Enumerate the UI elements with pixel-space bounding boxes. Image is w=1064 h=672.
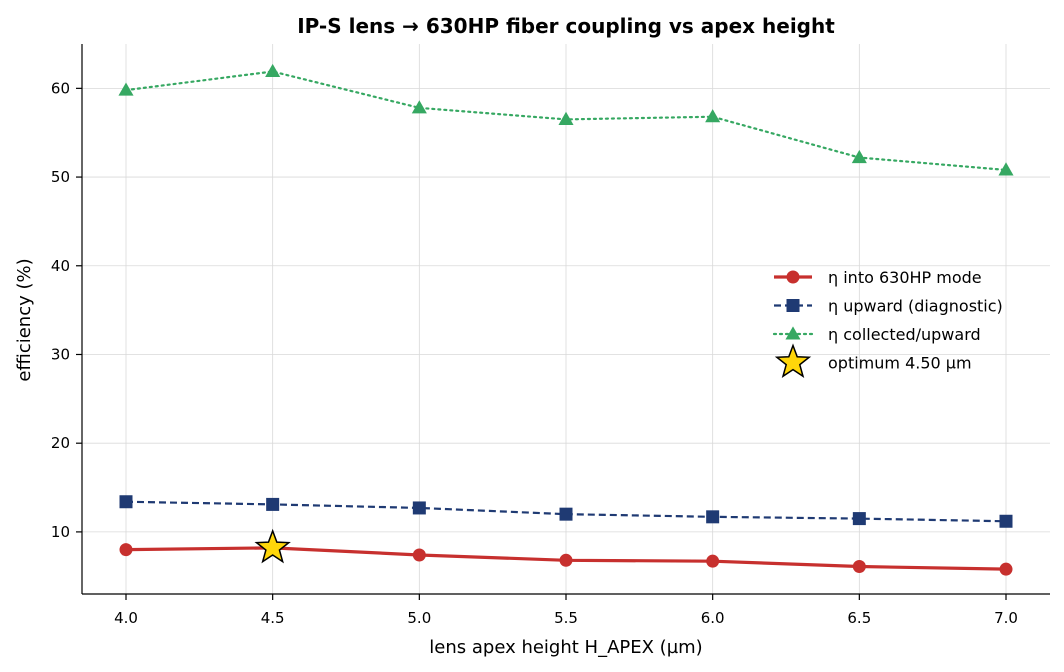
series-layer <box>118 63 1014 576</box>
x-tick-label: 4.5 <box>261 609 285 627</box>
chart-title: IP-S lens → 630HP fiber coupling vs apex… <box>297 14 835 38</box>
series-3-point <box>558 111 574 125</box>
series-1-point <box>852 560 866 573</box>
x-tick-label: 4.0 <box>114 609 138 627</box>
series-3-point <box>998 162 1014 176</box>
series-1-point <box>412 548 426 562</box>
axes-layer: 4.0 4.5 5.0 5.5 6.0 6.5 7.0 10 20 30 40 50 60 <box>51 44 1050 627</box>
series-1-point <box>999 562 1013 576</box>
legend-entry-label: optimum 4.50 µm <box>828 354 972 373</box>
legend-swatch-marker <box>785 326 801 340</box>
x-tick-label: 5.5 <box>554 609 578 627</box>
y-tick-label: 60 <box>51 79 70 97</box>
y-tick-label: 50 <box>51 168 70 186</box>
series-2-point <box>412 501 426 515</box>
series-2-point <box>559 507 573 521</box>
series-2-point <box>706 510 720 524</box>
series-2-point <box>999 514 1013 528</box>
grid-layer <box>82 44 1050 594</box>
legend-entry-label: η into 630HP mode <box>828 268 982 287</box>
legend-entry-label: η upward (diagnostic) <box>828 297 1003 316</box>
series-2-point <box>266 497 280 511</box>
series-1-point <box>559 553 573 567</box>
series-1-point <box>119 543 133 557</box>
series-2-point <box>119 495 133 509</box>
y-tick-label: 20 <box>51 434 70 452</box>
y-tick-label: 30 <box>51 345 70 363</box>
y-tick-label: 10 <box>51 523 70 541</box>
x-tick-label: 7.0 <box>994 609 1018 627</box>
series-2-point <box>852 512 866 526</box>
legend-swatch-marker <box>786 270 800 284</box>
series-3-point <box>705 109 721 123</box>
series-3-point <box>411 100 427 114</box>
legend: η into 630HP mode η upward (diagnostic) η … <box>772 268 1003 378</box>
legend-entry-label: η collected/upward <box>828 325 981 344</box>
y-axis-label: efficiency (%) <box>14 258 35 381</box>
legend-swatch-marker <box>774 343 812 378</box>
legend-swatch-marker <box>786 299 800 312</box>
series-3-point <box>851 149 867 164</box>
series-3 <box>118 63 1014 176</box>
series-2 <box>119 495 1013 528</box>
series-3-point <box>265 63 281 78</box>
series-1-point <box>706 554 720 568</box>
series-3-point <box>118 82 134 96</box>
x-tick-label: 5.0 <box>407 609 431 627</box>
optimum-star-marker <box>254 528 291 564</box>
x-axis-label: lens apex height H_APEX (µm) <box>429 637 702 658</box>
x-tick-label: 6.5 <box>847 609 871 627</box>
x-tick-label: 6.0 <box>701 609 725 627</box>
y-tick-label: 40 <box>51 257 70 275</box>
